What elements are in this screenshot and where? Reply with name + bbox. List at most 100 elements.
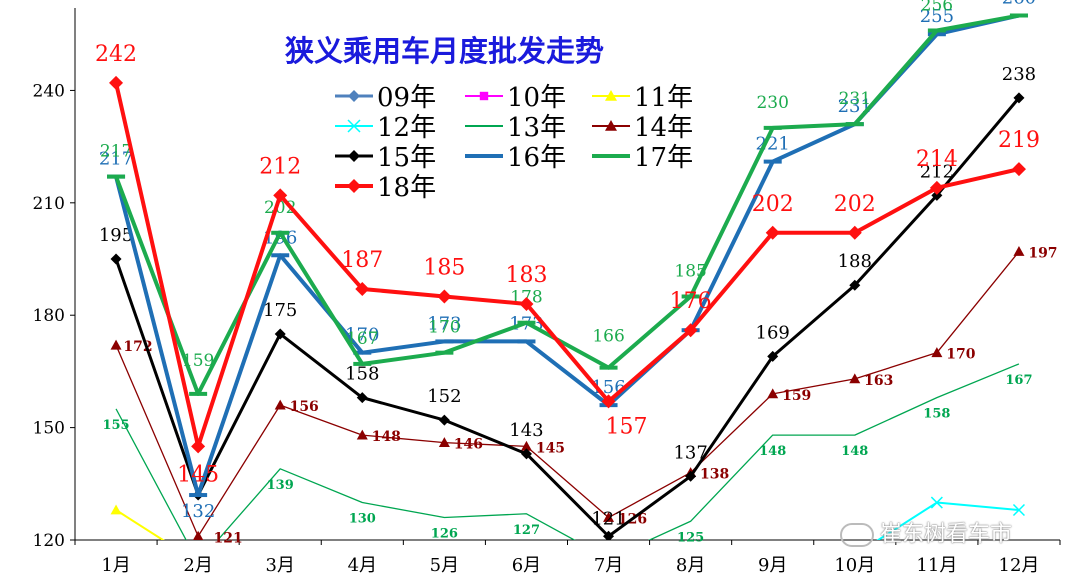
data-label: 260: [1002, 0, 1036, 8]
data-point: [603, 512, 615, 522]
data-label: 138: [700, 467, 729, 483]
data-label: 145: [536, 440, 565, 456]
data-label: 217: [100, 142, 132, 162]
data-point: [356, 392, 368, 404]
data-label: 158: [923, 407, 950, 422]
data-point: [763, 159, 782, 164]
data-label: 159: [782, 388, 811, 404]
data-label: 256: [921, 0, 953, 15]
data-label: 170: [428, 318, 460, 338]
data-label: 167: [346, 329, 378, 349]
data-label: 155: [102, 418, 129, 433]
data-point: [849, 373, 861, 384]
data-label: 202: [752, 192, 794, 217]
data-point: [517, 339, 536, 344]
data-point: [353, 361, 372, 366]
data-point: [520, 448, 532, 460]
legend-item: 10年: [465, 83, 566, 113]
series-17年: [107, 13, 1028, 396]
series-11年: [110, 504, 165, 540]
data-point: [1012, 503, 1025, 517]
data-label: 163: [864, 373, 893, 389]
data-point: [356, 429, 368, 440]
data-point: [929, 180, 944, 195]
data-point: [109, 75, 124, 90]
data-point: [767, 388, 779, 399]
legend-item: 11年: [592, 83, 693, 113]
data-point: [847, 225, 862, 240]
data-label: 137: [673, 442, 707, 463]
data-point: [605, 90, 617, 101]
data-label: 139: [267, 478, 294, 493]
data-label: 146: [454, 437, 483, 453]
legend-label: 11年: [634, 83, 693, 113]
data-point: [274, 399, 286, 410]
data-label: 170: [345, 325, 379, 346]
legend-item: 13年: [465, 113, 566, 143]
legend-label: 13年: [507, 113, 566, 143]
data-label: 157: [606, 414, 648, 439]
legend-item: 17年: [592, 143, 693, 173]
wechat-icon: [840, 523, 874, 547]
data-label: 125: [677, 530, 704, 545]
data-label: 212: [259, 154, 301, 179]
legend-label: 16年: [507, 143, 566, 173]
legend-label: 18年: [377, 173, 436, 203]
x-tick-label: 12月: [999, 555, 1040, 576]
data-point: [348, 90, 360, 102]
data-label: 176: [670, 289, 712, 314]
watermark-text: 崔东树看车市: [880, 522, 1013, 547]
data-point: [348, 150, 360, 162]
data-label: 195: [99, 225, 133, 246]
data-label: 167: [1005, 373, 1032, 388]
data-point: [765, 225, 780, 240]
data-label: 185: [423, 255, 465, 280]
x-tick-label: 4月: [348, 555, 377, 576]
series-line: [115, 363, 1020, 540]
legend-item: 14年: [592, 113, 693, 143]
data-point: [189, 391, 208, 396]
data-label: 121: [591, 508, 625, 529]
x-tick-label: 8月: [676, 555, 705, 576]
series-12年: [876, 496, 1025, 540]
data-label: 188: [838, 251, 872, 272]
series-line: [115, 251, 1020, 537]
data-label: 143: [509, 420, 543, 441]
data-label: 217: [99, 149, 133, 170]
watermark: 崔东树看车市: [840, 516, 1012, 548]
data-label: 152: [427, 386, 461, 407]
x-tick-label: 2月: [183, 555, 212, 576]
legend-label: 14年: [634, 113, 693, 143]
data-point: [931, 189, 943, 201]
x-tick-label: 1月: [101, 555, 130, 576]
data-label: 183: [505, 263, 547, 288]
y-tick-label: 120: [33, 531, 65, 551]
series-line: [114, 13, 1020, 396]
data-point: [601, 394, 616, 409]
data-point: [110, 253, 122, 265]
data-label: 121: [214, 530, 243, 546]
x-tick-label: 5月: [430, 555, 459, 576]
x-tick-label: 6月: [512, 555, 541, 576]
x-tick-label: 10月: [834, 555, 875, 576]
data-point: [191, 439, 206, 454]
data-label: 230: [756, 93, 788, 113]
data-point: [110, 504, 122, 515]
legend-item: 18年: [335, 173, 436, 203]
data-label: 197: [1028, 246, 1057, 262]
data-label: 158: [345, 364, 379, 385]
data-point: [1013, 92, 1025, 104]
data-point: [520, 440, 532, 451]
data-point: [192, 530, 204, 540]
data-point: [681, 294, 700, 299]
data-point: [438, 437, 450, 447]
data-label: 255: [920, 6, 954, 27]
data-label: 175: [263, 300, 297, 321]
data-point: [685, 470, 697, 482]
data-point: [271, 253, 290, 258]
legend-label: 10年: [507, 83, 566, 113]
data-label: 169: [756, 322, 790, 343]
data-point: [355, 281, 370, 296]
data-label: 212: [920, 161, 954, 182]
